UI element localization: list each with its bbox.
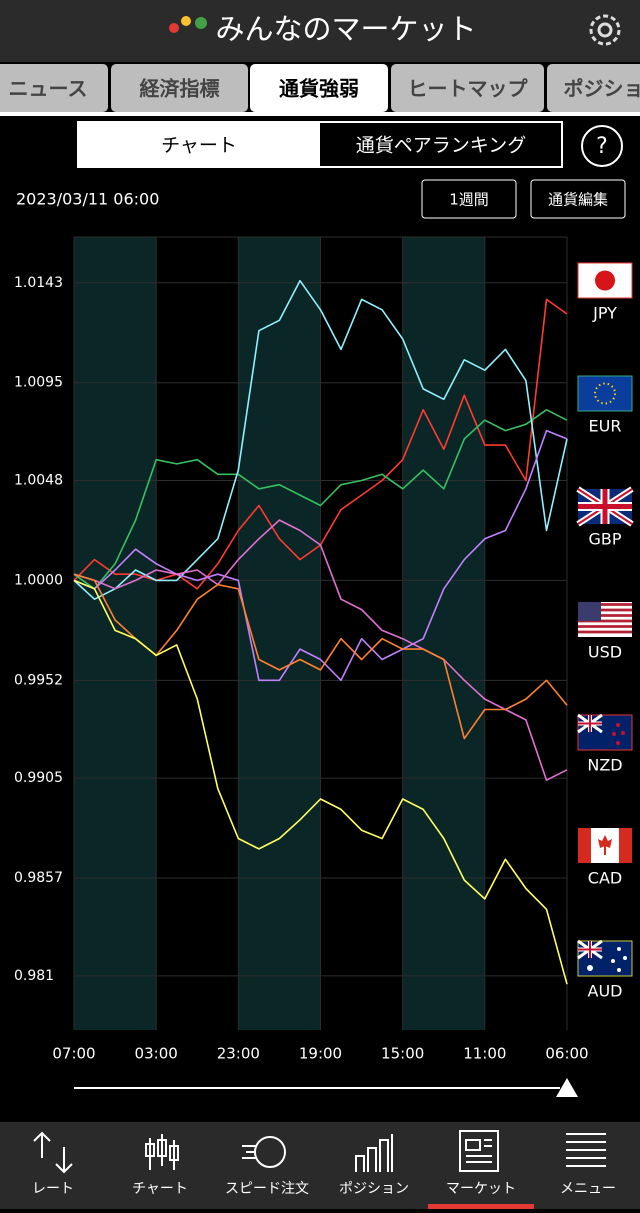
session-band [403, 237, 485, 1030]
flag-eur [578, 376, 632, 411]
x-tick-label: 07:00 [52, 1045, 95, 1063]
x-tick-label: 11:00 [463, 1045, 506, 1063]
bottom-nav [0, 1122, 640, 1209]
y-tick-label: 0.9857 [14, 870, 63, 886]
y-tick-label: 1.0143 [14, 275, 63, 291]
header-title: みんなのマーケット [215, 12, 476, 46]
button-label[interactable]: 通貨編集 [548, 191, 608, 209]
y-tick-label: 0.981 [14, 968, 54, 984]
nav-label[interactable]: マーケット [446, 1181, 516, 1197]
nav-label[interactable]: チャート [132, 1181, 188, 1197]
legend-label: CAD [588, 869, 622, 888]
tab-label[interactable]: ニュース [9, 77, 88, 101]
y-tick-label: 1.0095 [14, 375, 63, 391]
segment-label[interactable]: チャート [161, 135, 237, 157]
legend-label: EUR [589, 417, 622, 436]
nav-label[interactable]: メニュー [560, 1181, 616, 1197]
legend-label: GBP [588, 530, 621, 549]
tab-underline [0, 112, 640, 116]
nav-active-indicator [428, 1204, 534, 1209]
session-band [74, 237, 156, 1030]
legend-label: AUD [588, 982, 623, 1001]
tab-label[interactable]: 経済指標 [140, 77, 220, 101]
nav-label[interactable]: スピード注文 [225, 1181, 309, 1197]
legend-label: JPY [592, 304, 617, 323]
y-tick-label: 1.0000 [14, 572, 63, 588]
flag-gbp [578, 489, 632, 524]
nav-label[interactable]: レート [32, 1181, 74, 1197]
timestamp: 2023/03/11 06:00 [16, 190, 159, 209]
tab-label[interactable]: 通貨強弱 [279, 77, 359, 101]
help-label[interactable]: ? [596, 134, 608, 159]
x-tick-label: 23:00 [217, 1045, 260, 1063]
x-tick-label: 19:00 [299, 1045, 342, 1063]
flag-cad [578, 828, 632, 863]
legend-label: NZD [587, 756, 622, 775]
segment-label[interactable]: 通貨ペアランキング [356, 135, 526, 157]
x-tick-label: 15:00 [381, 1045, 424, 1063]
x-tick-label: 06:00 [545, 1045, 588, 1063]
flag-jpy [578, 263, 632, 298]
button-label[interactable]: 1週間 [449, 191, 489, 209]
y-tick-label: 1.0048 [14, 473, 63, 489]
flag-aud [578, 941, 632, 976]
y-tick-label: 0.9905 [14, 770, 63, 786]
legend-label: USD [588, 643, 622, 662]
flag-usd [578, 602, 632, 637]
nav-label[interactable]: ポジション [339, 1181, 409, 1197]
tab-label[interactable]: ポジショ [564, 77, 640, 101]
y-tick-label: 0.9952 [14, 672, 63, 688]
x-tick-label: 03:00 [135, 1045, 178, 1063]
tab-label[interactable]: ヒートマップ [408, 77, 529, 101]
flag-nzd [578, 715, 632, 750]
